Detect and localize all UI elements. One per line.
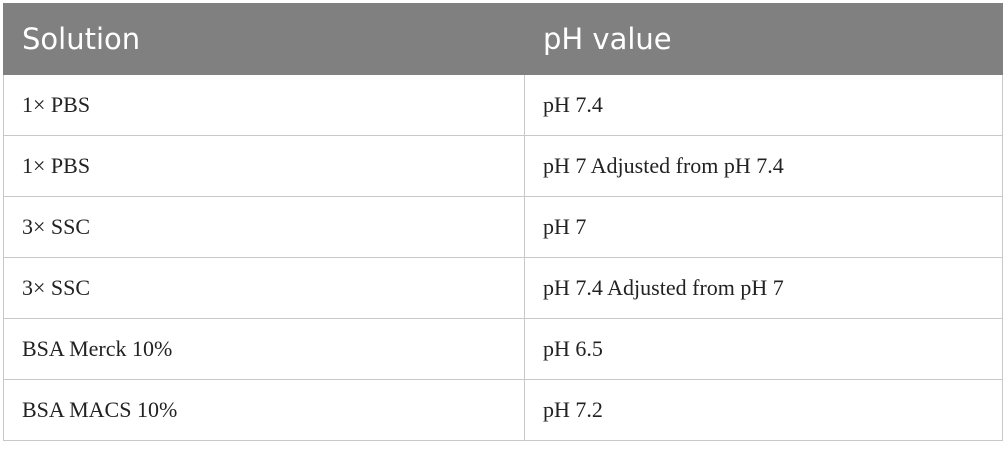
header-cell: pH value xyxy=(524,3,1003,75)
table-cell: pH 7.4 xyxy=(524,74,1003,136)
table-cell: pH 6.5 xyxy=(524,318,1003,380)
table-row: BSA MACS 10% pH 7.2 xyxy=(3,379,1003,441)
table-header: Solution pH value xyxy=(3,3,1003,75)
table-cell: 1× PBS xyxy=(3,135,525,197)
table-cell: 3× SSC xyxy=(3,196,525,258)
table-row: 3× SSC pH 7 xyxy=(3,196,1003,258)
table-cell: 3× SSC xyxy=(3,257,525,319)
table-body: 1× PBS pH 7.4 1× PBS pH 7 Adjusted from pH … xyxy=(3,74,1003,441)
table-row: 1× PBS pH 7.4 xyxy=(3,74,1003,136)
table-cell: pH 7 xyxy=(524,196,1003,258)
table-row: 1× PBS pH 7 Adjusted from pH 7.4 xyxy=(3,135,1003,197)
table-row: BSA Merck 10% pH 6.5 xyxy=(3,318,1003,380)
table-cell: BSA Merck 10% xyxy=(3,318,525,380)
table-cell: pH 7.4 Adjusted from pH 7 xyxy=(524,257,1003,319)
data-table: Solution pH value 1× PBS pH 7.4 1× PBS pH 7 … xyxy=(3,3,1003,441)
header-cell: Solution xyxy=(3,3,525,75)
table-cell: 1× PBS xyxy=(3,74,525,136)
table-cell: pH 7.2 xyxy=(524,379,1003,441)
table-row: 3× SSC pH 7.4 Adjusted from pH 7 xyxy=(3,257,1003,319)
table-cell: pH 7 Adjusted from pH 7.4 xyxy=(524,135,1003,197)
table-cell: BSA MACS 10% xyxy=(3,379,525,441)
header-row: Solution pH value xyxy=(3,3,1003,75)
